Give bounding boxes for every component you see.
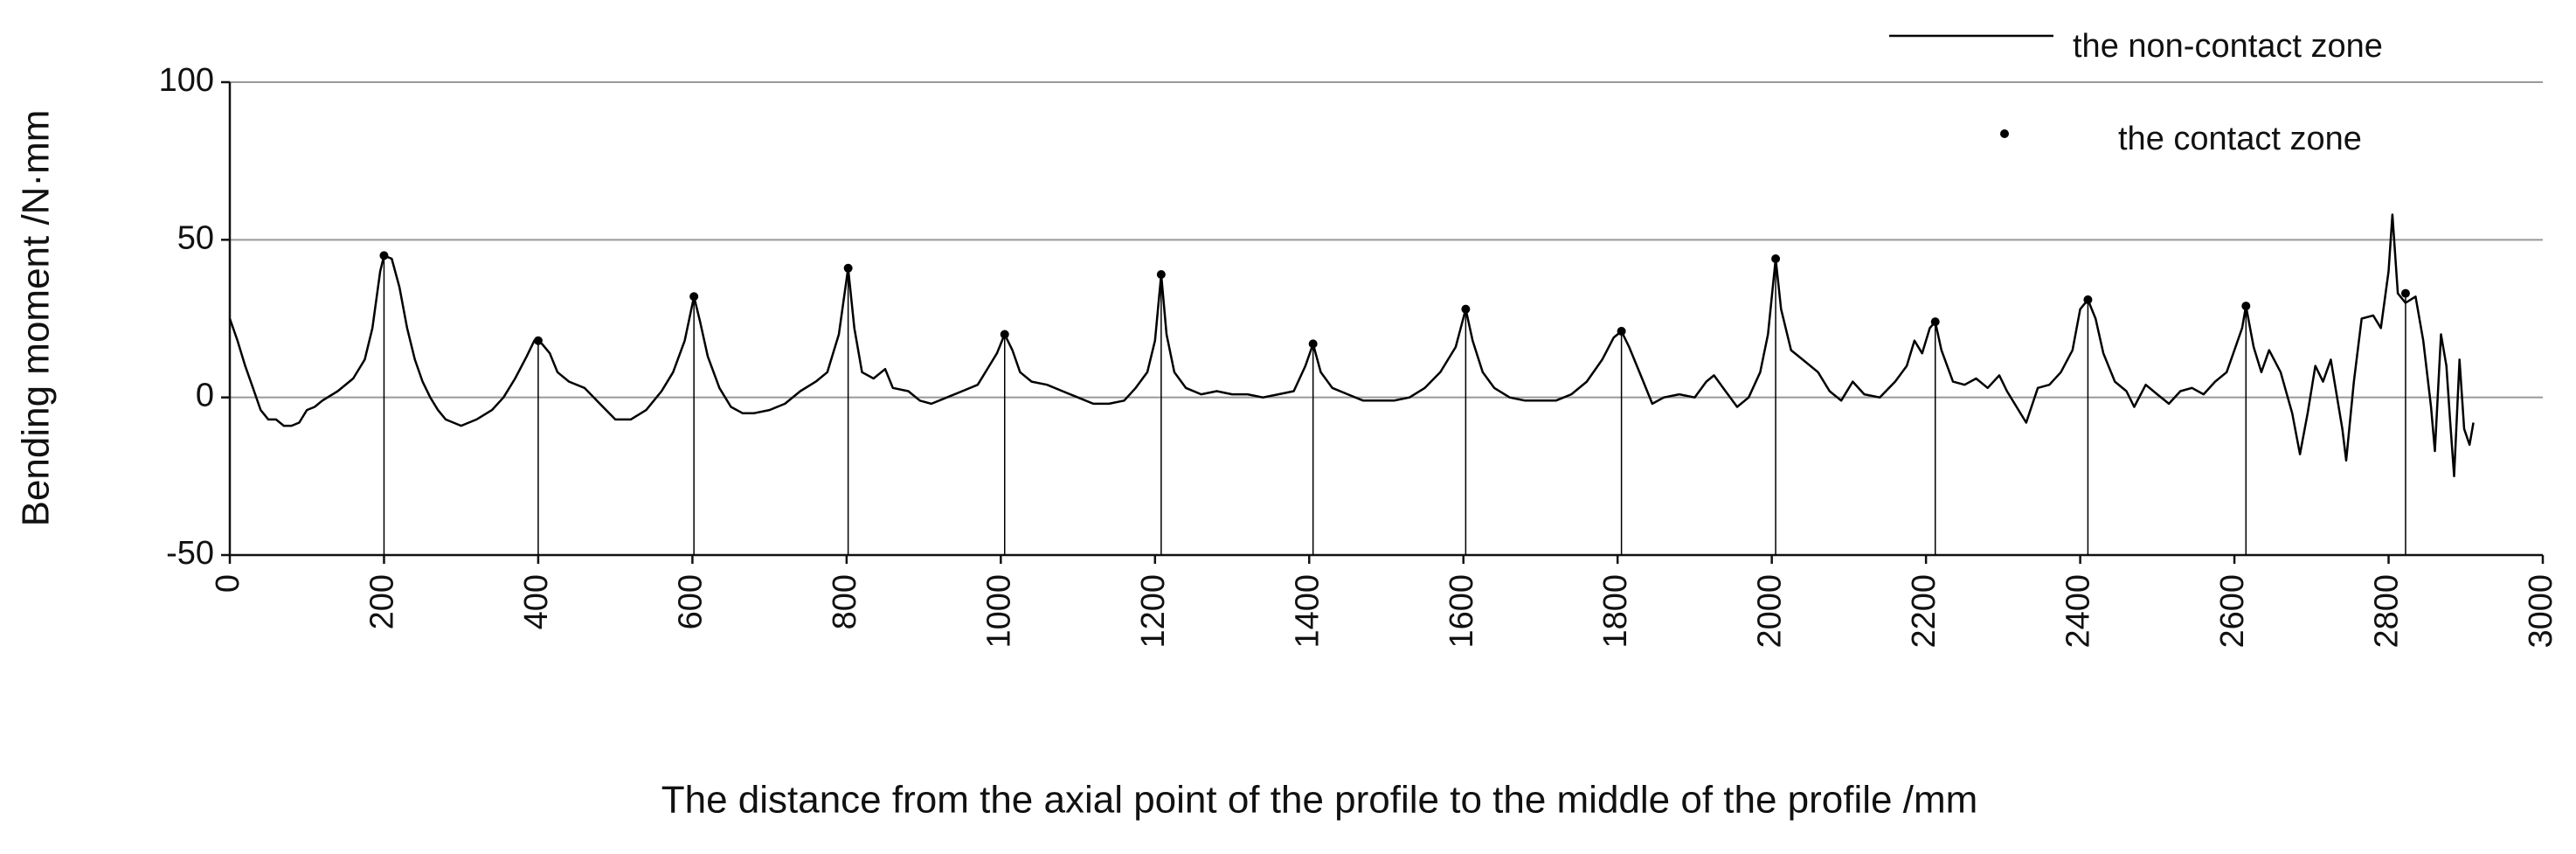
contact-point xyxy=(843,263,853,273)
contact-point xyxy=(1930,317,1940,327)
contact-point xyxy=(1000,330,1009,339)
x-tick-label: 1200 xyxy=(1135,574,1172,649)
x-tick-label: 2400 xyxy=(2060,574,2097,649)
contact-point xyxy=(533,336,543,345)
contact-point xyxy=(1156,270,1166,280)
moment-line xyxy=(228,213,2475,478)
contact-point xyxy=(689,292,699,302)
y-tick-label: 0 xyxy=(196,378,214,414)
y-tick-label: 50 xyxy=(177,219,214,256)
contact-point xyxy=(1771,253,1781,263)
contact-point xyxy=(2400,288,2410,298)
contact-point xyxy=(1461,304,1471,314)
legend-label: the contact zone xyxy=(2118,121,2362,157)
contact-point xyxy=(2083,295,2093,304)
x-tick-label: 0 xyxy=(210,574,246,593)
contact-point xyxy=(1617,326,1626,336)
x-tick-label: 2600 xyxy=(2214,574,2251,649)
x-tick-label: 2200 xyxy=(1906,574,1942,649)
contact-point xyxy=(379,251,389,260)
x-tick-label: 1800 xyxy=(1597,574,1634,649)
x-tick-label: 200 xyxy=(364,574,400,629)
contact-point xyxy=(1308,339,1318,349)
x-axis-label: The distance from the axial point of the… xyxy=(661,779,1978,822)
legend-marker xyxy=(2000,129,2009,138)
x-tick-label: 2000 xyxy=(1752,574,1789,649)
contact-point xyxy=(2241,302,2251,311)
x-tick-label: 800 xyxy=(827,574,863,629)
legend-label: the non-contact zone xyxy=(2073,28,2383,65)
x-tick-label: 1600 xyxy=(1444,574,1480,649)
y-tick-label: -50 xyxy=(166,535,214,572)
x-tick-label: 400 xyxy=(518,574,555,629)
x-tick-label: 3000 xyxy=(2523,574,2559,649)
x-tick-label: 1400 xyxy=(1289,574,1326,649)
x-tick-label: 2800 xyxy=(2369,574,2406,649)
y-axis-label: Bending moment /N·mm xyxy=(15,110,58,527)
x-tick-label: 600 xyxy=(672,574,709,629)
y-tick-label: 100 xyxy=(159,62,214,99)
x-tick-label: 1000 xyxy=(980,574,1017,649)
